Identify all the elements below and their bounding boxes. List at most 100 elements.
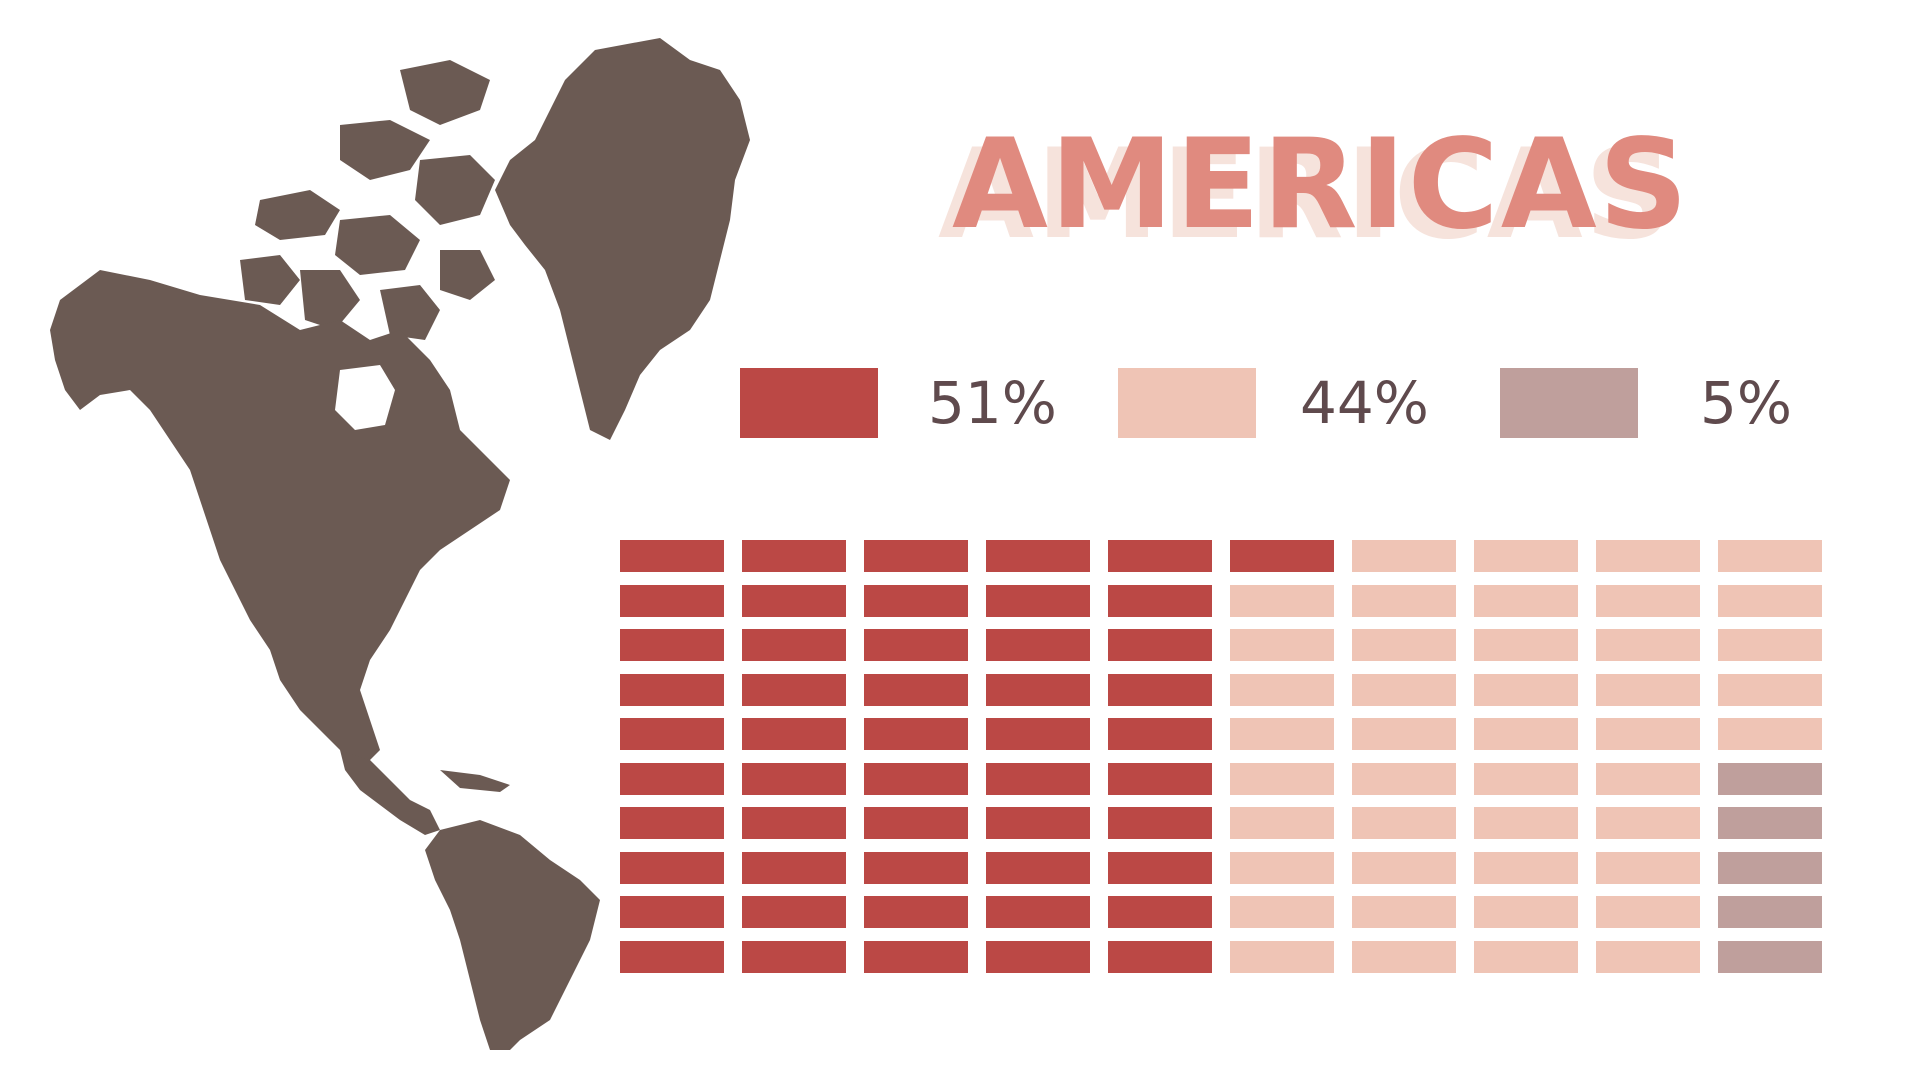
waffle-cell-58 — [1230, 852, 1334, 884]
legend-item-1: 51% — [740, 368, 1060, 440]
waffle-cell-25 — [864, 718, 968, 750]
waffle-cell-82 — [1596, 585, 1700, 617]
arctic-island-6 — [240, 255, 300, 305]
waffle-cell-22 — [864, 585, 968, 617]
waffle-cell-59 — [1230, 896, 1334, 928]
waffle-cell-91 — [1718, 540, 1822, 572]
waffle-cell-29 — [864, 896, 968, 928]
waffle-cell-67 — [1352, 807, 1456, 839]
waffle-cell-10 — [620, 941, 724, 973]
waffle-cell-4 — [620, 674, 724, 706]
waffle-cell-5 — [620, 718, 724, 750]
americas-map — [50, 38, 750, 1050]
waffle-cell-90 — [1596, 941, 1700, 973]
waffle-cell-77 — [1474, 807, 1578, 839]
waffle-cell-52 — [1230, 585, 1334, 617]
waffle-cell-45 — [1108, 718, 1212, 750]
legend-label-2: 44% — [1300, 369, 1429, 437]
waffle-cell-9 — [620, 896, 724, 928]
waffle-cell-36 — [986, 763, 1090, 795]
hudson-bay — [335, 365, 395, 430]
legend-item-3: 5% — [1500, 368, 1800, 440]
waffle-cell-15 — [742, 718, 846, 750]
waffle-cell-31 — [986, 540, 1090, 572]
waffle-cell-78 — [1474, 852, 1578, 884]
waffle-cell-56 — [1230, 763, 1334, 795]
legend-label-1: 51% — [928, 369, 1057, 437]
waffle-cell-38 — [986, 852, 1090, 884]
waffle-cell-88 — [1596, 852, 1700, 884]
waffle-cell-30 — [864, 941, 968, 973]
waffle-cell-97 — [1718, 807, 1822, 839]
arctic-island-7 — [300, 270, 360, 330]
waffle-cell-73 — [1474, 629, 1578, 661]
waffle-cell-46 — [1108, 763, 1212, 795]
waffle-cell-72 — [1474, 585, 1578, 617]
waffle-cell-11 — [742, 540, 846, 572]
legend-swatch-2 — [1118, 368, 1256, 438]
waffle-cell-51 — [1230, 540, 1334, 572]
legend-swatch-3 — [1500, 368, 1638, 438]
waffle-cell-95 — [1718, 718, 1822, 750]
waffle-cell-53 — [1230, 629, 1334, 661]
waffle-cell-13 — [742, 629, 846, 661]
waffle-cell-7 — [620, 807, 724, 839]
waffle-cell-84 — [1596, 674, 1700, 706]
legend-swatch-1 — [740, 368, 878, 438]
waffle-cell-42 — [1108, 585, 1212, 617]
arctic-island-4 — [255, 190, 340, 240]
waffle-cell-26 — [864, 763, 968, 795]
waffle-grid — [620, 540, 1840, 980]
arctic-island-5 — [335, 215, 420, 275]
arctic-island-8 — [380, 285, 440, 340]
waffle-cell-63 — [1352, 629, 1456, 661]
arctic-island-2 — [340, 120, 430, 180]
waffle-cell-96 — [1718, 763, 1822, 795]
waffle-cell-70 — [1352, 941, 1456, 973]
waffle-cell-33 — [986, 629, 1090, 661]
waffle-cell-60 — [1230, 941, 1334, 973]
waffle-cell-16 — [742, 763, 846, 795]
waffle-cell-44 — [1108, 674, 1212, 706]
waffle-cell-66 — [1352, 763, 1456, 795]
waffle-cell-62 — [1352, 585, 1456, 617]
waffle-cell-68 — [1352, 852, 1456, 884]
arctic-island-1 — [400, 60, 490, 125]
waffle-cell-87 — [1596, 807, 1700, 839]
waffle-cell-49 — [1108, 896, 1212, 928]
waffle-cell-69 — [1352, 896, 1456, 928]
waffle-cell-34 — [986, 674, 1090, 706]
americas-map-shape — [50, 38, 750, 1050]
waffle-cell-48 — [1108, 852, 1212, 884]
title-shadow: AMERICAS — [938, 123, 1676, 267]
waffle-cell-65 — [1352, 718, 1456, 750]
waffle-cell-86 — [1596, 763, 1700, 795]
waffle-cell-57 — [1230, 807, 1334, 839]
legend-item-2: 44% — [1118, 368, 1438, 440]
waffle-cell-98 — [1718, 852, 1822, 884]
north-america-shape — [50, 270, 510, 770]
waffle-cell-28 — [864, 852, 968, 884]
waffle-cell-1 — [620, 540, 724, 572]
waffle-cell-54 — [1230, 674, 1334, 706]
waffle-cell-19 — [742, 896, 846, 928]
waffle-cell-32 — [986, 585, 1090, 617]
waffle-cell-74 — [1474, 674, 1578, 706]
waffle-cell-8 — [620, 852, 724, 884]
waffle-cell-64 — [1352, 674, 1456, 706]
waffle-cell-40 — [986, 941, 1090, 973]
title-text: AMERICAS — [952, 113, 1690, 257]
caribbean-islands — [440, 770, 510, 792]
waffle-cell-100 — [1718, 941, 1822, 973]
waffle-cell-55 — [1230, 718, 1334, 750]
waffle-cell-76 — [1474, 763, 1578, 795]
waffle-cell-61 — [1352, 540, 1456, 572]
waffle-cell-93 — [1718, 629, 1822, 661]
waffle-cell-3 — [620, 629, 724, 661]
waffle-cell-81 — [1596, 540, 1700, 572]
waffle-cell-37 — [986, 807, 1090, 839]
arctic-island-9 — [440, 250, 495, 300]
greenland-shape — [495, 38, 750, 440]
waffle-cell-99 — [1718, 896, 1822, 928]
waffle-cell-20 — [742, 941, 846, 973]
